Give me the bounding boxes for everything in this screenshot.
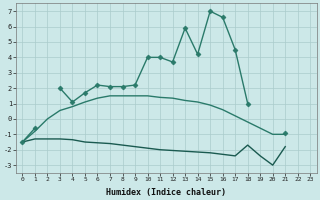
X-axis label: Humidex (Indice chaleur): Humidex (Indice chaleur)	[106, 188, 226, 197]
